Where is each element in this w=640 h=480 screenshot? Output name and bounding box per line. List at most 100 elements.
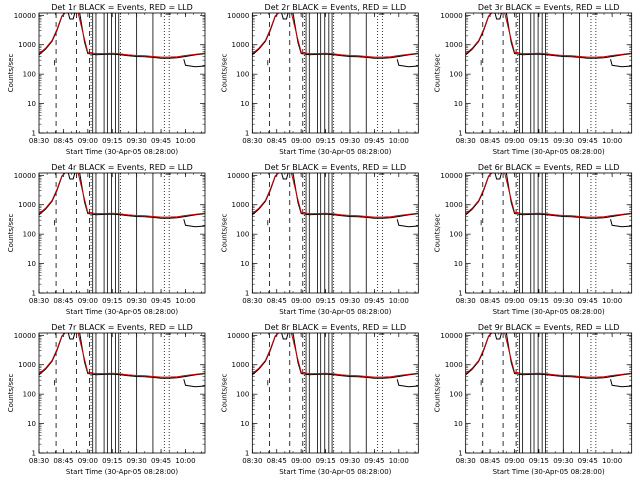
- x-tick-label: 09:45: [364, 457, 384, 465]
- x-tick-label: 09:45: [364, 297, 384, 305]
- x-tick-label: 09:15: [529, 137, 549, 145]
- y-tick-label: 10000: [440, 12, 462, 20]
- x-tick-label: 09:30: [340, 297, 360, 305]
- x-tick-label: 10:00: [602, 297, 622, 305]
- lld-series-line: [252, 13, 419, 58]
- events-tail-line: [183, 379, 205, 388]
- x-tick-label: 09:45: [578, 137, 598, 145]
- chart-title: Det 6r BLACK = Events, RED = LLD: [478, 163, 620, 172]
- chart-panel-8: Det 8r BLACK = Events, RED = LLD Counts/s…: [220, 323, 419, 476]
- x-tick-label: 09:30: [340, 137, 360, 145]
- x-axis-label: Start Time (30-Apr-05 08:28:00): [493, 468, 605, 476]
- x-tick-label: 10:00: [175, 457, 195, 465]
- x-axis-label: Start Time (30-Apr-05 08:28:00): [66, 468, 178, 476]
- x-tick-label: 09:45: [578, 297, 598, 305]
- x-tick-label: 10:00: [389, 457, 409, 465]
- events-notch-line: [494, 173, 502, 180]
- y-axis-label: Counts/sec: [434, 54, 442, 93]
- plot-frame: [251, 332, 419, 454]
- lld-series-line: [39, 13, 205, 58]
- y-tick-label: 100: [23, 391, 36, 399]
- events-tail-line: [396, 219, 419, 228]
- x-tick-label: 09:15: [529, 297, 549, 305]
- x-tick-label: 08:30: [242, 137, 262, 145]
- y-tick-label: 1: [32, 130, 36, 138]
- lld-series-line: [39, 173, 205, 218]
- events-notch-line: [281, 333, 289, 340]
- y-tick-label: 10: [27, 260, 36, 268]
- y-tick-label: 10: [27, 420, 36, 428]
- y-tick-label: 1: [32, 450, 36, 458]
- lld-series-line: [465, 333, 632, 378]
- chart-panel-9: Det 9r BLACK = Events, RED = LLD Counts/s…: [434, 323, 633, 476]
- events-tail-line: [610, 379, 632, 388]
- y-tick-label: 1000: [18, 361, 36, 369]
- events-series-line: [39, 173, 205, 219]
- y-tick-label: 1000: [232, 41, 250, 49]
- plot-frame: [465, 12, 633, 134]
- x-tick-label: 09:45: [578, 457, 598, 465]
- y-tick-label: 1: [245, 450, 249, 458]
- lld-series-line: [465, 13, 632, 58]
- y-axis-label: Counts/sec: [7, 374, 15, 413]
- x-tick-label: 09:30: [127, 137, 147, 145]
- y-axis-label: Counts/sec: [7, 214, 15, 253]
- x-tick-label: 08:45: [480, 457, 500, 465]
- x-tick-label: 09:15: [102, 457, 122, 465]
- lld-series-line: [465, 173, 632, 218]
- events-series-line: [252, 13, 419, 59]
- x-axis-label: Start Time (30-Apr-05 08:28:00): [279, 308, 391, 316]
- y-tick-label: 10000: [14, 332, 36, 340]
- plot-frame: [251, 172, 419, 294]
- x-tick-label: 09:15: [102, 137, 122, 145]
- chart-title: Det 7r BLACK = Events, RED = LLD: [51, 323, 193, 332]
- x-tick-label: 09:00: [504, 457, 524, 465]
- events-notch-line: [494, 333, 502, 340]
- events-notch-line: [281, 173, 289, 180]
- x-tick-label: 10:00: [175, 297, 195, 305]
- plot-frame: [465, 172, 633, 294]
- x-tick-label: 09:45: [151, 457, 171, 465]
- x-tick-label: 09:00: [504, 297, 524, 305]
- x-tick-label: 09:00: [291, 457, 311, 465]
- chart-title: Det 1r BLACK = Events, RED = LLD: [51, 3, 193, 12]
- x-tick-label: 09:00: [291, 137, 311, 145]
- x-tick-label: 09:00: [78, 457, 98, 465]
- x-tick-label: 09:45: [151, 137, 171, 145]
- x-tick-label: 09:15: [315, 137, 335, 145]
- x-tick-label: 08:30: [29, 137, 49, 145]
- y-tick-label: 10000: [14, 12, 36, 20]
- x-tick-label: 10:00: [602, 457, 622, 465]
- y-tick-label: 10000: [227, 332, 249, 340]
- x-axis-label: Start Time (30-Apr-05 08:28:00): [279, 468, 391, 476]
- chart-title: Det 5r BLACK = Events, RED = LLD: [265, 163, 407, 172]
- x-tick-label: 09:00: [291, 297, 311, 305]
- x-tick-label: 08:45: [53, 297, 73, 305]
- x-axis-label: Start Time (30-Apr-05 08:28:00): [279, 148, 391, 156]
- y-tick-label: 10: [454, 420, 463, 428]
- y-tick-label: 10000: [14, 172, 36, 180]
- x-tick-label: 08:30: [456, 297, 476, 305]
- x-tick-label: 09:45: [151, 297, 171, 305]
- y-tick-label: 1000: [18, 201, 36, 209]
- events-series-line: [252, 333, 419, 379]
- x-tick-label: 08:45: [480, 297, 500, 305]
- chart-title: Det 9r BLACK = Events, RED = LLD: [478, 323, 620, 332]
- chart-title: Det 4r BLACK = Events, RED = LLD: [51, 163, 193, 172]
- x-tick-label: 08:30: [456, 457, 476, 465]
- y-tick-label: 1000: [445, 361, 463, 369]
- plot-frame: [465, 332, 633, 454]
- y-tick-label: 1: [458, 290, 462, 298]
- y-tick-label: 10: [27, 100, 36, 108]
- x-tick-label: 10:00: [175, 137, 195, 145]
- y-tick-label: 10: [454, 100, 463, 108]
- x-tick-label: 08:30: [242, 457, 262, 465]
- y-tick-label: 10000: [440, 172, 462, 180]
- x-tick-label: 10:00: [389, 297, 409, 305]
- x-axis-label: Start Time (30-Apr-05 08:28:00): [493, 308, 605, 316]
- y-tick-label: 100: [23, 71, 36, 79]
- chart-panel-7: Det 7r BLACK = Events, RED = LLD Counts/s…: [7, 323, 206, 476]
- x-tick-label: 08:45: [267, 137, 287, 145]
- chart-title: Det 8r BLACK = Events, RED = LLD: [265, 323, 407, 332]
